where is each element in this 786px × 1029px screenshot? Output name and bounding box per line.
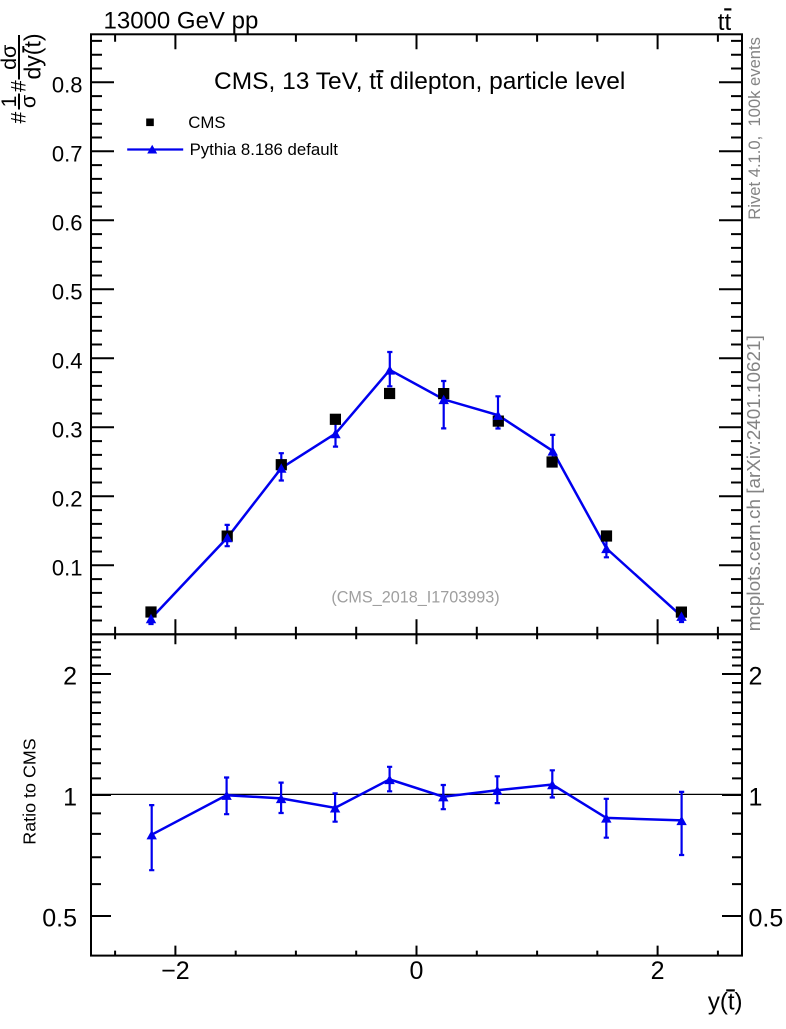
svg-text:0.5: 0.5 [749,905,784,933]
svg-text:0.2: 0.2 [52,486,83,511]
svg-text:mcplots.cern.ch [arXiv:2401.10: mcplots.cern.ch [arXiv:2401.10621] [744,335,765,631]
svg-text:1: 1 [0,96,21,108]
svg-text:0.1: 0.1 [52,555,83,580]
svg-text:0.8: 0.8 [52,72,83,97]
svg-text:2: 2 [651,957,665,985]
svg-text:1: 1 [63,784,77,812]
svg-text:dy(t): dy(t) [20,34,46,80]
svg-text:0: 0 [410,957,424,985]
svg-text:dσ: dσ [0,45,21,70]
svg-text:CMS: CMS [188,113,225,132]
svg-text:CMS, 13 TeV, tt dilepton, part: CMS, 13 TeV, tt dilepton, particle level [214,68,625,95]
svg-text:y(t): y(t) [708,988,743,1015]
svg-text:0.6: 0.6 [52,210,83,235]
svg-text:0.3: 0.3 [52,417,83,442]
svg-text:−2: −2 [161,957,190,985]
svg-text:#: # [8,112,31,124]
svg-text:2: 2 [749,663,763,691]
svg-text:13000 GeV pp: 13000 GeV pp [104,8,259,35]
svg-text:Ratio to CMS: Ratio to CMS [20,738,40,844]
svg-text:σ: σ [17,95,41,108]
svg-text:(CMS_2018_I1703993): (CMS_2018_I1703993) [331,589,499,607]
svg-text:1: 1 [749,784,763,812]
svg-text:0.5: 0.5 [52,279,83,304]
svg-text:tt: tt [718,9,732,36]
svg-text:Pythia 8.186 default: Pythia 8.186 default [190,140,339,159]
svg-text:Rivet 4.1.0, 100k events: Rivet 4.1.0, 100k events [745,37,764,220]
svg-text:2: 2 [63,663,77,691]
svg-text:0.7: 0.7 [52,141,83,166]
svg-text:#: # [8,80,31,92]
svg-text:0.4: 0.4 [52,348,83,373]
svg-text:0.5: 0.5 [42,905,77,933]
